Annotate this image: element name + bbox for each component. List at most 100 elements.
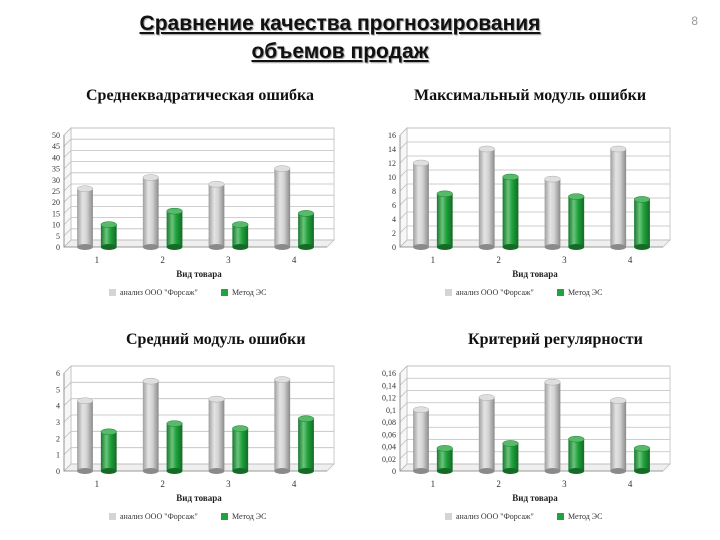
- bar-top: [166, 420, 183, 427]
- bar-base: [502, 468, 519, 474]
- bar-top: [502, 173, 519, 181]
- gridline: [399, 390, 670, 398]
- x-tick-label: 2: [496, 255, 501, 265]
- bar-base: [436, 468, 453, 474]
- bar-series-2: [100, 224, 117, 247]
- bar-top: [208, 395, 225, 403]
- gridline: [63, 172, 334, 181]
- bar-series-1: [208, 399, 225, 471]
- gridline: [399, 414, 670, 423]
- gridline: [63, 398, 334, 406]
- x-tick-label: 3: [562, 255, 567, 265]
- bar-series-2: [298, 418, 314, 471]
- y-tick-label: 30: [52, 176, 60, 185]
- x-tick-label: 1: [431, 479, 436, 489]
- x-tick-label: 1: [95, 479, 100, 489]
- bar-base: [274, 244, 291, 250]
- bar-base: [77, 468, 93, 474]
- legend-swatch-1: [445, 513, 452, 520]
- x-axis-label: Вид товара: [176, 493, 222, 503]
- bar-top: [100, 428, 117, 436]
- bar-top: [142, 377, 159, 385]
- y-tick-label: 20: [52, 198, 60, 207]
- bar-series-2: [568, 196, 585, 247]
- bar-top: [232, 221, 249, 228]
- bar-base: [77, 244, 93, 250]
- bar-base: [274, 468, 291, 474]
- bar-series-1: [77, 400, 93, 471]
- bar-series-1: [274, 168, 291, 247]
- x-axis-label: Вид товара: [512, 493, 558, 503]
- gridline: [399, 169, 670, 178]
- bar-series-2: [232, 224, 249, 247]
- bar-series-1: [610, 400, 627, 471]
- gridline: [399, 426, 670, 435]
- x-axis-label: Вид товара: [512, 269, 558, 279]
- legend-label-2: Метод ЭС: [568, 288, 602, 297]
- bar-series-2: [298, 213, 314, 247]
- bar-base: [232, 468, 249, 474]
- bar-series-2: [502, 177, 519, 247]
- legend-label-1: анализ ООО "Форсаж": [120, 288, 198, 297]
- y-tick-label: 0,08: [382, 418, 396, 427]
- bar-top: [436, 190, 453, 198]
- y-tick-label: 2: [392, 229, 396, 238]
- bar-top: [502, 440, 519, 447]
- y-tick-label: 3: [56, 418, 60, 427]
- bar-base: [478, 244, 495, 250]
- gridline: [63, 414, 334, 423]
- bar-base: [100, 244, 117, 250]
- bar-series-1: [413, 163, 429, 247]
- y-tick-label: 12: [388, 159, 396, 168]
- bar-top: [610, 397, 627, 404]
- bar-series-2: [568, 439, 585, 471]
- chart-title-regularity: Критерий регулярности: [468, 331, 643, 348]
- bar-top: [208, 181, 225, 188]
- bar-top: [568, 193, 585, 200]
- gridline: [399, 377, 670, 386]
- bar-base: [568, 468, 585, 474]
- legend-swatch-2: [221, 289, 228, 296]
- y-tick-label: 0,02: [382, 455, 396, 464]
- bar-series-1: [142, 381, 159, 471]
- gridline: [63, 138, 334, 147]
- bar-base: [142, 244, 159, 250]
- chart-rmse: 0 5 10 15 20 25 30 35 40 45 50 1 2 3 4 Вид товара анализ…: [52, 127, 335, 297]
- bar-base: [634, 468, 650, 474]
- y-tick-label: 0: [392, 467, 396, 476]
- bar-series-2: [166, 211, 183, 247]
- y-tick-label: 15: [52, 209, 60, 218]
- bar-series-1: [544, 179, 561, 247]
- x-tick-label: 4: [292, 255, 297, 265]
- bar-top: [544, 175, 561, 183]
- gridline: [399, 127, 670, 136]
- bar-top: [76, 397, 94, 405]
- y-tick-label: 1: [56, 451, 60, 460]
- bar-series-2: [232, 428, 249, 471]
- bar-top: [76, 185, 94, 193]
- y-tick-label: 0,14: [382, 381, 396, 390]
- y-tick-label: 5: [56, 232, 60, 241]
- bar-series-1: [413, 409, 429, 471]
- bar-series-2: [436, 193, 453, 247]
- chart-mean-abs-error: 0 1 2 3 4 5 6 1 2 3 4 Вид товара анализ ООО "Форсаж"…: [56, 365, 335, 521]
- bar-top: [166, 207, 183, 215]
- bar-base: [436, 244, 453, 250]
- bar-top: [633, 445, 651, 452]
- bar-base: [166, 468, 183, 474]
- bar-base: [478, 468, 495, 474]
- y-tick-label: 10: [52, 221, 60, 230]
- legend-swatch-1: [445, 289, 452, 296]
- bar-top: [610, 145, 627, 153]
- y-tick-label: 6: [56, 369, 60, 378]
- bar-top: [100, 221, 117, 228]
- bar-top: [412, 159, 430, 167]
- bar-base: [502, 244, 519, 250]
- y-tick-label: 10: [388, 173, 396, 182]
- bar-series-1: [478, 397, 495, 471]
- slide-title-line-2: объемов продаж: [251, 40, 429, 63]
- gridline: [63, 194, 334, 203]
- y-tick-label: 16: [388, 131, 396, 140]
- bar-base: [208, 244, 225, 250]
- page-number: 8: [691, 14, 698, 28]
